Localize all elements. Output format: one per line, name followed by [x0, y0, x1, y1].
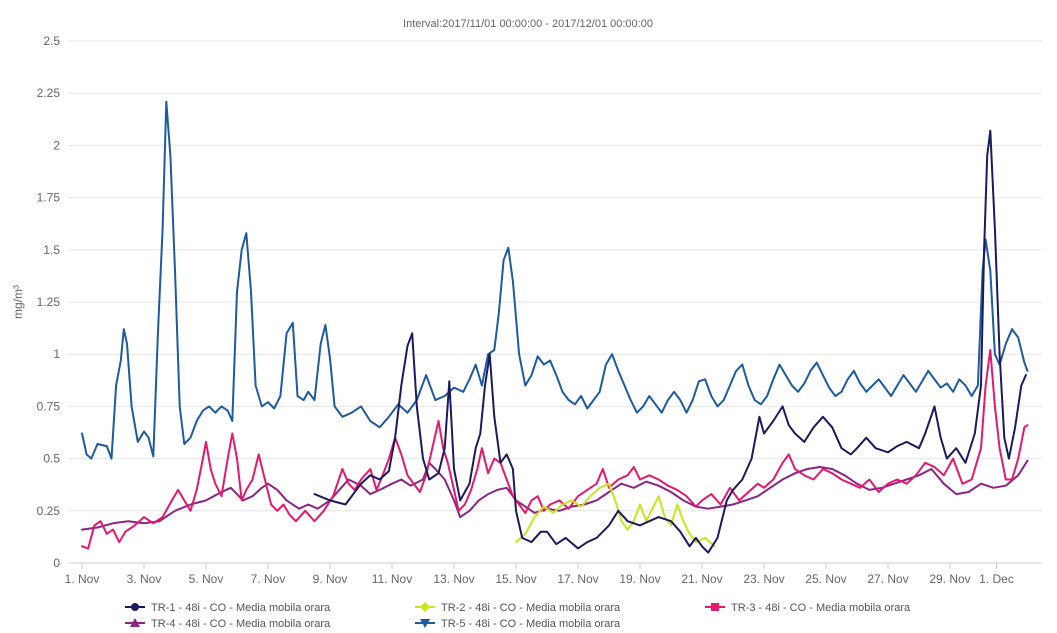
series-line-1: [313, 129, 1027, 554]
legend-item-5[interactable]: TR-5 - 48i - CO - Media mobila orara: [415, 618, 621, 630]
y-tick-label: 0.5: [43, 452, 60, 466]
legend-label: TR-1 - 48i - CO - Media mobila orara: [151, 602, 331, 614]
series-line-2: [515, 482, 716, 548]
legend-marker-triangle-down: [420, 619, 430, 628]
x-axis-ticks: 1. Nov 3. Nov 5. Nov 7. Nov 9. Nov 11. Nov 13.…: [65, 563, 1014, 586]
y-tick-label: 1: [53, 347, 60, 361]
gridlines: [68, 40, 1042, 564]
y-tick-label: 0.25: [37, 504, 61, 518]
y-tick-label: 1.5: [43, 243, 60, 257]
x-tick-label: 21. Nov: [681, 572, 722, 586]
legend-label: TR-5 - 48i - CO - Media mobila orara: [441, 618, 621, 630]
legend-label: TR-3 - 48i - CO - Media mobila orara: [731, 602, 911, 614]
x-tick-label: 19. Nov: [619, 572, 660, 586]
y-tick-label: 1.75: [37, 191, 61, 205]
legend-marker-circle: [131, 603, 139, 611]
legend-item-3[interactable]: TR-3 - 48i - CO - Media mobila orara: [705, 602, 911, 614]
y-tick-label: 0.75: [37, 399, 61, 413]
legend-label: TR-2 - 48i - CO - Media mobila orara: [441, 602, 621, 614]
x-tick-label: 1. Nov: [65, 572, 100, 586]
x-tick-label: 3. Nov: [127, 572, 162, 586]
x-tick-label: 9. Nov: [313, 572, 348, 586]
legend-item-1[interactable]: TR-1 - 48i - CO - Media mobila orara: [125, 602, 331, 614]
x-tick-label: 23. Nov: [743, 572, 784, 586]
x-tick-label: 11. Nov: [372, 572, 412, 586]
x-tick-label: 29. Nov: [929, 572, 970, 586]
series-line-4: [81, 459, 1029, 531]
series-lines: [81, 100, 1029, 554]
series-line-3: [81, 349, 1029, 550]
x-tick-label: 5. Nov: [189, 572, 224, 586]
x-tick-label: 15. Nov: [495, 572, 536, 586]
legend-marker-square: [711, 603, 719, 611]
series-line-5: [81, 100, 1029, 460]
legend-marker-triangle: [130, 618, 140, 627]
y-tick-label: 2.25: [37, 86, 61, 100]
y-tick-label: 0: [53, 556, 60, 570]
x-tick-label: 1. Dec: [979, 572, 1014, 586]
y-axis-label: mg/m³: [11, 285, 25, 319]
x-tick-label: 7. Nov: [251, 572, 286, 586]
legend-item-2[interactable]: TR-2 - 48i - CO - Media mobila orara: [415, 602, 621, 614]
legend[interactable]: TR-1 - 48i - CO - Media mobila orara TR-2…: [125, 602, 911, 630]
legend-marker-diamond: [420, 602, 430, 612]
y-tick-label: 1.25: [37, 295, 61, 309]
x-tick-label: 25. Nov: [805, 572, 846, 586]
x-tick-label: 13. Nov: [433, 572, 474, 586]
chart-title: Interval:2017/11/01 00:00:00 - 2017/12/0…: [403, 18, 653, 30]
y-tick-label: 2.5: [43, 34, 60, 48]
x-tick-label: 17. Nov: [557, 572, 598, 586]
x-tick-label: 27. Nov: [867, 572, 908, 586]
y-axis-ticks: 0 0.25 0.5 0.75 1 1.25 1.5 1.75 2 2.25 2.5: [37, 34, 61, 570]
legend-label: TR-4 - 48i - CO - Media mobila orara: [151, 618, 331, 630]
legend-item-4[interactable]: TR-4 - 48i - CO - Media mobila orara: [125, 618, 331, 630]
y-tick-label: 2: [53, 138, 60, 152]
